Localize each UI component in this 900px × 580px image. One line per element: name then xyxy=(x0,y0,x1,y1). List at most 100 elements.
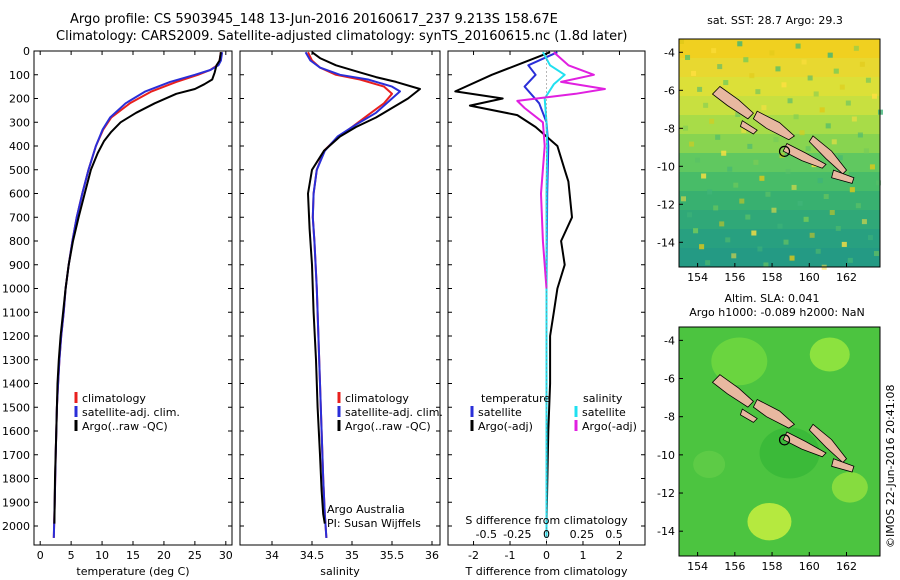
sst-pixel xyxy=(825,123,831,129)
sst-pixel xyxy=(731,253,737,259)
sst-pixel xyxy=(859,61,865,67)
sst-band xyxy=(679,96,880,116)
map-x-tick-label: 156 xyxy=(724,271,745,284)
sst-pixel xyxy=(815,248,821,254)
map-y-tick-label: -10 xyxy=(657,160,675,173)
x-axis-label-difference: T difference from climatology xyxy=(465,565,628,578)
y-tick-label: 200 xyxy=(9,93,30,106)
top-tick-label-salinity: 0.25 xyxy=(570,528,595,541)
y-tick-label: 400 xyxy=(9,140,30,153)
map-x-tick-label: 160 xyxy=(799,560,820,573)
sla-anomaly-blob xyxy=(747,502,792,541)
sla-anomaly-blob xyxy=(711,337,768,386)
sst-pixel xyxy=(725,237,731,243)
y-tick-label: 1700 xyxy=(2,449,30,462)
sst-band xyxy=(679,134,880,154)
sst-pixel xyxy=(797,200,803,206)
x-tick-label-difference: 2 xyxy=(616,549,623,562)
sst-pixel xyxy=(713,205,719,211)
map-y-tick-label: -14 xyxy=(657,525,675,538)
sst-pixel xyxy=(733,182,739,188)
difference-top-axis-title: S difference from climatology xyxy=(465,514,628,527)
sst-band xyxy=(679,172,880,192)
sst-pixel xyxy=(795,43,801,49)
sst-pixel xyxy=(833,68,839,74)
sst-pixel xyxy=(829,210,835,215)
sst-pixel xyxy=(803,216,809,222)
sst-pixel xyxy=(679,39,684,44)
sst-pixel xyxy=(817,178,823,184)
map-frame-sst xyxy=(678,38,881,268)
island-landmass xyxy=(739,120,758,135)
sst-pixel xyxy=(801,59,807,65)
x-tick-label-temperature: 0 xyxy=(37,549,44,562)
sst-pixel xyxy=(875,180,881,186)
legend-label-sal-argo: Argo(-adj) xyxy=(582,420,637,433)
sst-pixel xyxy=(707,189,713,195)
sst-pixel xyxy=(771,207,777,213)
sst-band xyxy=(679,248,880,268)
sst-pixel xyxy=(751,230,757,236)
chart-title-line1: Argo profile: CS 5903945_148 13-Jun-2016… xyxy=(70,12,558,27)
map-sst xyxy=(679,39,883,270)
map-y-tick-label: -6 xyxy=(664,373,675,386)
sst-pixel xyxy=(823,194,829,200)
y-tick-label: 100 xyxy=(9,69,30,82)
x-tick-label-difference: -1 xyxy=(505,549,516,562)
sst-pixel xyxy=(867,235,873,241)
legend-label-climatology: climatology xyxy=(82,392,146,405)
sst-pixel xyxy=(737,41,743,47)
legend-label-sal-satellite: satellite xyxy=(582,406,626,419)
y-tick-label: 1000 xyxy=(2,283,30,296)
sla-anomaly-blob xyxy=(759,427,820,479)
sst-pixel xyxy=(839,84,845,90)
sst-pixel xyxy=(711,48,717,54)
sst-pixel xyxy=(699,244,705,250)
map-x-tick-label: 154 xyxy=(687,560,708,573)
sst-pixel xyxy=(805,146,811,152)
sst-band xyxy=(679,39,880,59)
x-tick-label-temperature: 5 xyxy=(68,549,75,562)
map-x-tick-label: 156 xyxy=(724,560,745,573)
y-tick-label: 1600 xyxy=(2,425,30,438)
sst-pixel xyxy=(765,191,771,197)
sst-pixel xyxy=(845,100,851,106)
sst-pixel xyxy=(723,80,729,86)
sst-pixel xyxy=(843,171,849,177)
sst-pixel xyxy=(743,57,749,63)
y-tick-label: 2000 xyxy=(2,520,30,533)
map-y-tick-label: -8 xyxy=(664,411,675,424)
sst-pixel xyxy=(863,148,869,154)
sst-pixel xyxy=(873,251,879,257)
sst-band xyxy=(679,77,880,97)
sst-pixel xyxy=(861,219,867,225)
sst-pixel xyxy=(851,116,857,122)
sst-pixel xyxy=(687,212,693,218)
sst-pixel xyxy=(853,45,859,51)
sst-pixel xyxy=(857,132,863,138)
island-landmass xyxy=(752,110,796,141)
sst-band xyxy=(679,229,880,249)
sst-pixel xyxy=(759,175,765,181)
sst-pixel xyxy=(695,157,701,163)
chart-title-line2: Climatology: CARS2009. Satellite-adjuste… xyxy=(56,29,628,44)
x-tick-label-temperature: 30 xyxy=(219,549,233,562)
sst-pixel xyxy=(741,127,747,133)
sst-pixel xyxy=(691,70,697,76)
x-axis-label-salinity: salinity xyxy=(320,565,360,578)
sst-pixel xyxy=(807,75,813,81)
x-tick-label-temperature: 15 xyxy=(126,549,140,562)
sst-pixel xyxy=(865,77,871,83)
sst-pixel xyxy=(869,164,875,170)
y-tick-label: 1500 xyxy=(2,401,30,414)
series-line-temperature-argo-adj- xyxy=(454,51,573,524)
sst-pixel xyxy=(773,137,779,143)
y-tick-label: 600 xyxy=(9,188,30,201)
sla-anomaly-blob xyxy=(831,472,868,503)
sst-pixel xyxy=(719,221,725,227)
sst-pixel xyxy=(871,93,877,99)
sst-pixel xyxy=(831,139,837,145)
sst-pixel xyxy=(701,173,707,179)
x-tick-label-difference: 0 xyxy=(543,549,550,562)
